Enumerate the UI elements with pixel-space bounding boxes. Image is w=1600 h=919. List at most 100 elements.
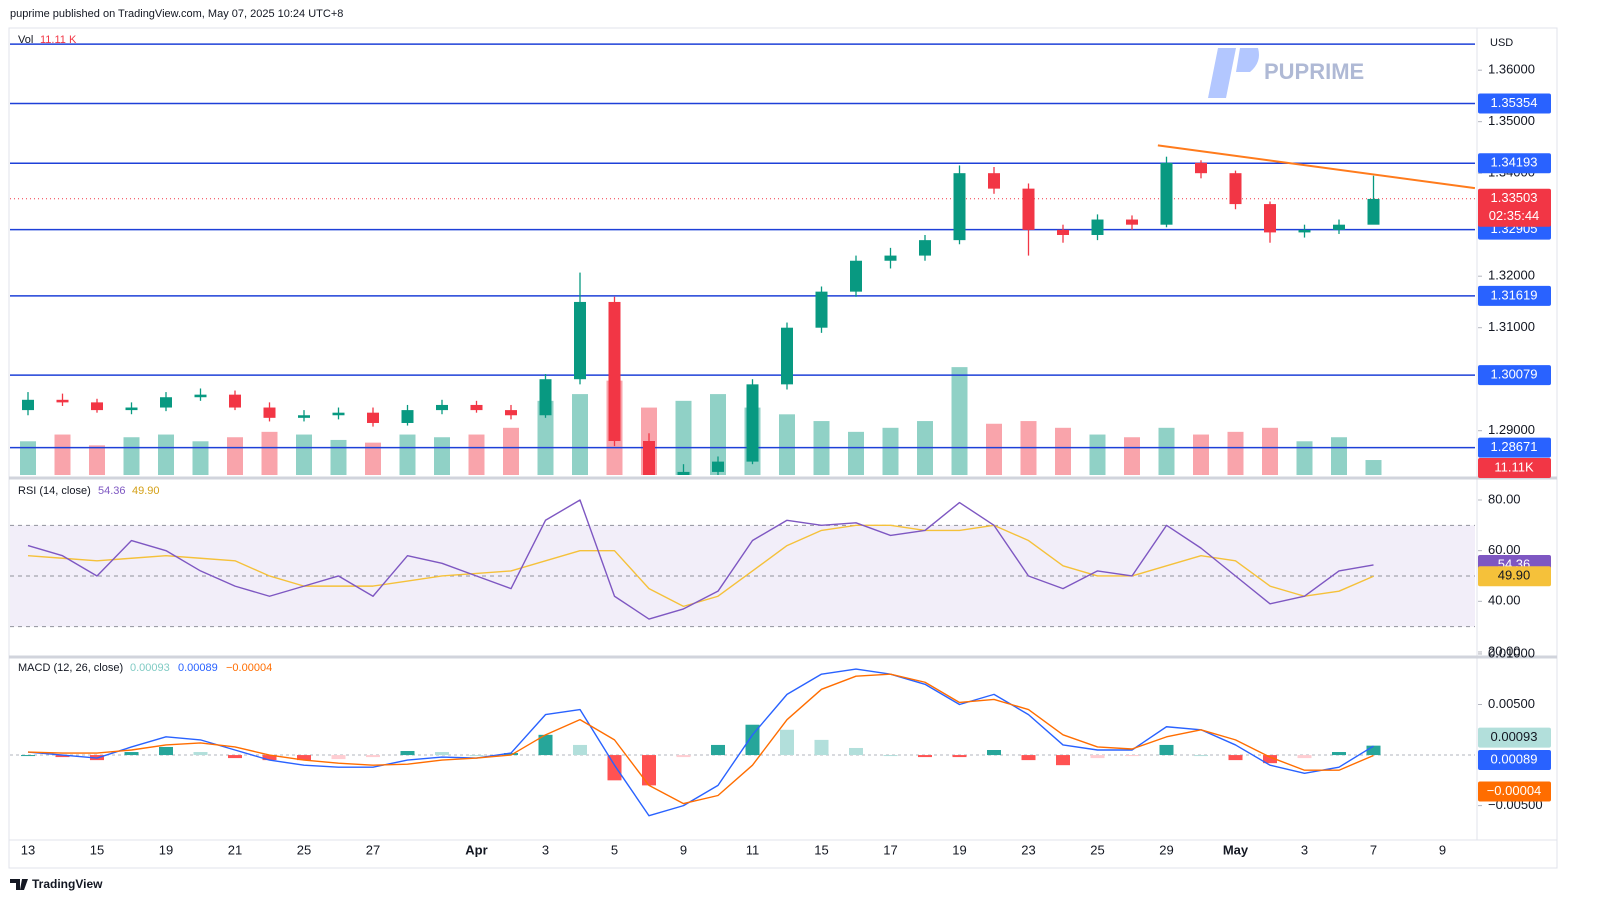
candle-body <box>1091 219 1104 235</box>
candle-body <box>436 404 448 411</box>
candle-body <box>677 471 690 475</box>
published-note: puprime published on TradingView.com, Ma… <box>10 8 343 20</box>
candle-body <box>401 410 414 423</box>
rsi-tick-label: 20.00 <box>1488 643 1521 658</box>
x-tick-label: 15 <box>814 842 828 857</box>
level-label-bg <box>1478 285 1551 306</box>
level-label-bg <box>1478 437 1551 458</box>
x-tick-label: 19 <box>952 842 966 857</box>
macd-hist-bar <box>607 755 622 781</box>
candle-body <box>1195 162 1207 174</box>
rsi-tick-label: 40.00 <box>1488 593 1521 608</box>
candle-body <box>850 260 862 292</box>
x-tick-label: May <box>1223 842 1249 857</box>
footer-logo: TradingView <box>10 877 103 891</box>
currency: USD <box>1490 37 1513 49</box>
x-tick-label: 21 <box>228 842 242 857</box>
current-price-tag-bg <box>1478 188 1551 227</box>
y-tick-label: 1.29000 <box>1488 422 1535 437</box>
macd-hist-bar <box>55 755 70 758</box>
volume-bar <box>503 427 519 475</box>
volume-bar <box>951 367 968 475</box>
volume-legend-value: 11.11 K <box>40 34 77 46</box>
macd-hist-bar <box>1228 755 1243 761</box>
x-tick-label: 13 <box>21 842 35 857</box>
x-tick-label: Apr <box>465 842 487 857</box>
volume-bar <box>261 431 278 475</box>
macd-hist-bar <box>780 729 794 756</box>
volume-bar <box>675 400 692 475</box>
logo-shape <box>1208 48 1236 98</box>
price-pane <box>10 43 1475 475</box>
macd-hist-bar <box>745 724 760 756</box>
macd-tag-bg <box>1478 750 1551 771</box>
volume-bar <box>123 437 140 475</box>
volume-bar <box>1055 427 1071 475</box>
rsi-legend: RSI (14, close) <box>18 485 91 497</box>
level-label: 1.28671 <box>1491 439 1538 454</box>
plot: 1.360001.350001.340001.320001.310001.290… <box>10 43 1551 857</box>
candle-body <box>643 441 655 475</box>
macd-legend: MACD (12, 26, close) <box>18 662 123 674</box>
macd-hist-bar <box>1194 755 1208 757</box>
candle-body <box>470 404 483 411</box>
macd-hist-bar <box>987 750 1001 756</box>
level-label-bg <box>1478 365 1551 386</box>
rsi-ma-tag: 49.90 <box>1498 568 1531 583</box>
countdown: 02:35:44 <box>1489 208 1540 223</box>
volume-bar <box>468 434 485 475</box>
macd-hist-bar <box>1090 755 1105 759</box>
macd-hist-bar <box>193 752 208 756</box>
volume-bar <box>54 434 71 475</box>
macd-hist-bar <box>573 744 587 756</box>
volume-bar <box>710 394 726 475</box>
macd-hist-bar <box>1366 745 1381 756</box>
current-price-tag: 1.33503 <box>1491 190 1538 205</box>
volume-bar <box>158 434 174 475</box>
macd-hist-bar <box>124 752 139 756</box>
macd-hist-bar <box>952 755 967 758</box>
macd-hist-bar <box>711 744 725 756</box>
signal-line <box>27 673 1374 805</box>
macd-hist-bar <box>366 755 380 758</box>
volume-bar <box>882 427 899 475</box>
rsi-line <box>27 499 1374 620</box>
macd-hist-bar <box>297 755 311 761</box>
x-tick-label: 11 <box>746 842 760 857</box>
macd-hist-bar <box>435 752 449 756</box>
candle-body <box>1022 188 1035 230</box>
x-tick-label: 9 <box>680 842 687 857</box>
candle-body <box>367 412 379 423</box>
macd-hist-bar <box>849 747 863 756</box>
volume-bar <box>1262 427 1278 475</box>
macd-hist-bar <box>538 734 553 756</box>
level-label: 1.34193 <box>1491 155 1538 170</box>
macd-hist-bar <box>159 746 173 756</box>
macd-legend-value: 0.00089 <box>178 662 218 674</box>
candle-body <box>746 384 759 462</box>
signal-tag-bg <box>1478 781 1551 802</box>
macd-hist-bar <box>814 739 829 756</box>
level-label: 1.35354 <box>1491 95 1538 110</box>
volume-bar <box>1089 434 1106 475</box>
x-tick-label: 19 <box>159 842 173 857</box>
candle-body <box>263 407 276 418</box>
candle-body <box>229 394 241 408</box>
x-tick-label: 3 <box>542 842 549 857</box>
macd-hist-bar <box>1125 755 1139 757</box>
macd-hist-bar <box>331 755 346 760</box>
x-tick-label: 25 <box>1090 842 1104 857</box>
candle-body <box>22 399 34 411</box>
hist-tag-bg <box>1478 727 1551 748</box>
candle-body <box>1229 173 1242 205</box>
watermark-text: PUPRIME <box>1264 59 1364 84</box>
rsi-band <box>10 525 1475 627</box>
candle-body <box>919 240 931 256</box>
x-tick-label: 27 <box>366 842 380 857</box>
candle-body <box>1057 229 1069 235</box>
signal-legend-value: −0.00004 <box>226 662 272 674</box>
macd-line <box>27 668 1374 817</box>
hist-legend-value: 0.00093 <box>130 662 170 674</box>
candle-body <box>815 291 828 328</box>
